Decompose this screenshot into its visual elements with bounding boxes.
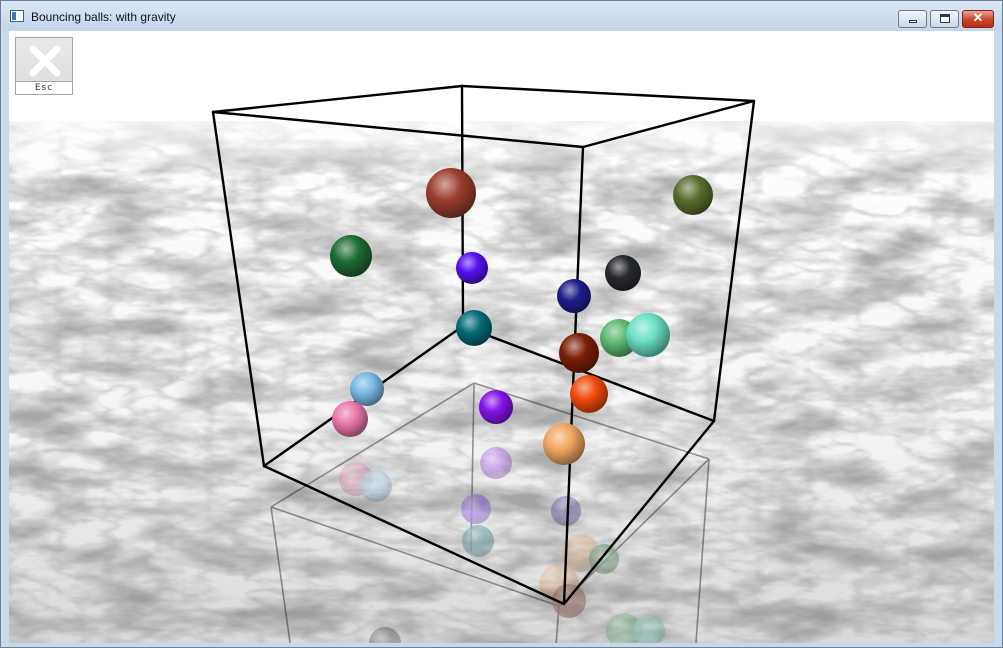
reflected-ball [551,496,581,526]
horizon-haze [9,101,994,181]
reflected-ball [480,447,512,479]
reflection-edge [270,382,475,508]
title-bar[interactable]: Bouncing balls: with gravity ✕ [1,1,1002,31]
minimize-icon [909,20,917,23]
ball [570,375,608,413]
reflected-ball [589,544,619,574]
escape-label: Esc [16,81,72,94]
ball [557,279,591,313]
app-window-icon[interactable] [10,10,24,22]
maximize-icon [940,14,950,23]
box-edge [712,99,756,423]
ball [559,333,599,373]
box-edge [211,110,266,468]
box-edge [562,419,716,606]
close-x-icon [29,45,61,77]
reflected-ball [360,470,392,502]
ball [673,175,713,215]
reflection-edge [270,506,291,643]
minimize-button[interactable] [898,10,927,28]
box-edge [211,110,585,149]
ball [456,252,488,284]
maximize-button[interactable] [930,10,959,28]
ball [626,313,670,357]
floor-reflection [270,382,710,643]
reflected-ball [461,494,491,524]
reflected-ball [606,613,642,643]
reflected-ball [552,584,586,618]
balls-group [330,168,713,465]
close-icon: ✕ [972,10,984,25]
ball [426,168,476,218]
box-edge [262,464,566,606]
scene-canvas [9,84,994,643]
reflection-edge [473,382,710,460]
reflection-edge [695,458,710,643]
ball [605,255,641,291]
close-button[interactable]: ✕ [962,10,994,28]
reflected-ball [369,627,401,643]
box-edge [461,324,716,423]
ball [456,310,492,346]
3d-viewport[interactable]: Esc [9,31,994,643]
reflection-edge [555,605,560,643]
box-edge [460,84,756,103]
ball [332,401,368,437]
escape-button[interactable]: Esc [15,37,73,95]
wireframe-box [211,84,756,606]
window-title: Bouncing balls: with gravity [31,10,176,24]
reflection-edge [558,458,710,607]
ball [543,423,585,465]
ball [350,372,384,406]
reflected-ball [462,525,494,557]
box-edge [562,145,585,606]
marble-veins [9,121,994,643]
reflected-ball [633,615,665,643]
reflection-edge [270,506,560,607]
ball [479,390,513,424]
box-edge [211,84,464,114]
box-edge [581,99,756,149]
ball [330,235,372,277]
